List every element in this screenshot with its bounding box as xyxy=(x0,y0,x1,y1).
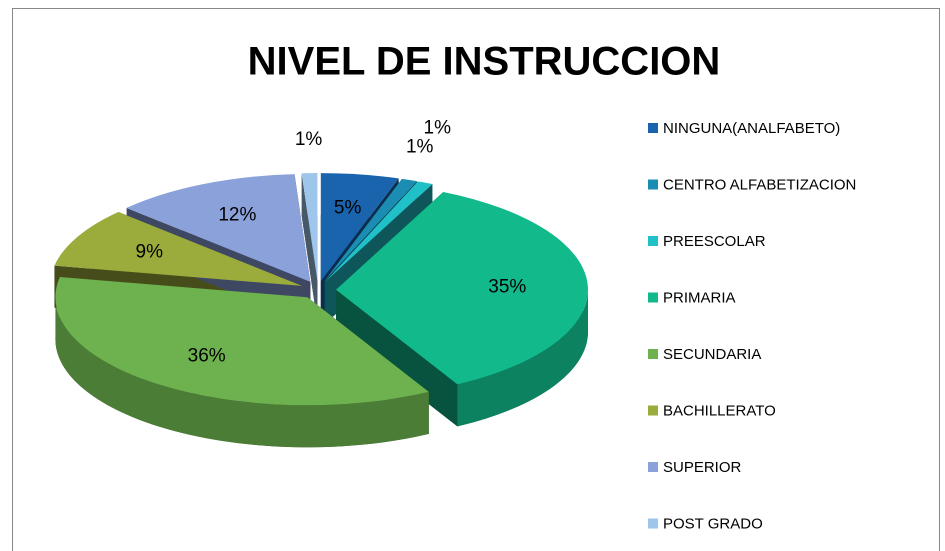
legend-swatch xyxy=(648,292,658,303)
legend-label: BACHILLERATO xyxy=(663,402,776,419)
pie-slice xyxy=(324,178,417,282)
slice-rim xyxy=(55,297,429,448)
legend-label: NINGUNA(ANALFABETO) xyxy=(663,120,840,137)
chart-title: NIVEL DE INSTRUCCION xyxy=(248,40,721,84)
legend-label: PRIMARIA xyxy=(663,289,736,306)
legend-swatch xyxy=(648,405,658,416)
pie-slice xyxy=(325,181,433,282)
pie-slice xyxy=(55,277,429,406)
slice-wall xyxy=(301,173,318,324)
pie-slice xyxy=(301,173,318,282)
legend-label: CENTRO ALFABETIZACION xyxy=(663,176,856,193)
pie-slice xyxy=(54,211,302,286)
pie-tops xyxy=(54,173,588,406)
data-label: 5% xyxy=(334,198,362,219)
legend-swatch xyxy=(648,236,658,246)
data-label: 36% xyxy=(188,346,226,367)
data-label: 1% xyxy=(424,118,452,139)
legend-label: POST GRADO xyxy=(663,515,763,532)
legend-label: SUPERIOR xyxy=(663,459,742,476)
data-label: 12% xyxy=(218,204,256,225)
data-label: 9% xyxy=(136,242,164,263)
legend-swatch xyxy=(648,179,658,190)
legend-swatch xyxy=(648,462,658,472)
data-label: 35% xyxy=(488,276,526,297)
legend-label: SECUNDARIA xyxy=(663,346,761,363)
legend-swatch xyxy=(648,123,658,133)
legend-label: PREESCOLAR xyxy=(663,233,766,250)
data-label: 1% xyxy=(295,129,323,150)
pie-slice xyxy=(335,191,588,385)
data-label: 1% xyxy=(406,137,434,158)
pie-slice xyxy=(320,173,399,282)
slice-rim xyxy=(457,289,588,427)
legend-swatch xyxy=(648,518,658,529)
legend-swatch xyxy=(648,349,658,359)
pie-slice xyxy=(126,174,311,282)
